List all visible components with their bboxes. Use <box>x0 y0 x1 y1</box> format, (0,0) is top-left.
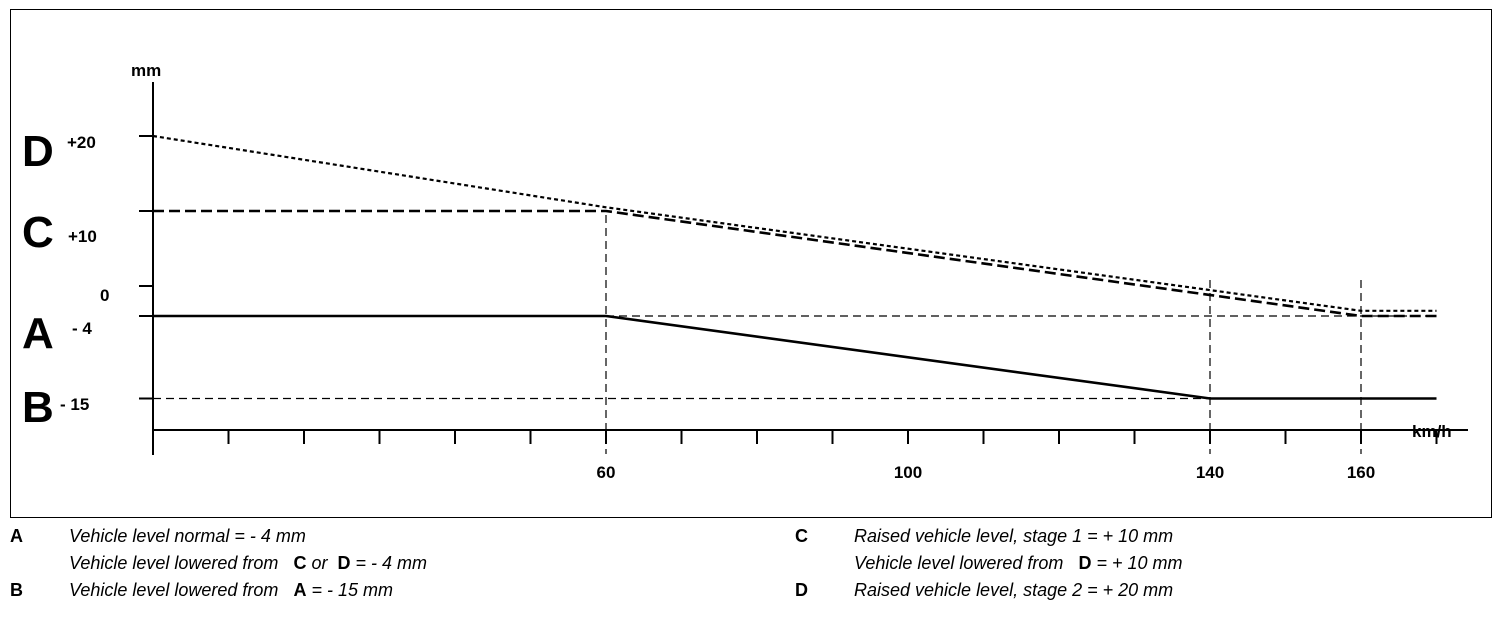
legend-key-A: A <box>10 526 23 546</box>
x-tick-label-60: 60 <box>597 463 616 482</box>
level-letter-A: A <box>22 309 54 358</box>
x-tick-label-140: 140 <box>1196 463 1224 482</box>
legend-text-D: Raised vehicle level, stage 2 = + 20 mm <box>854 580 1174 600</box>
legend-key-C: C <box>795 526 808 546</box>
level-letter-C: C <box>22 208 54 257</box>
legend-text-B: Vehicle level lowered from A = - 15 mm <box>69 580 393 600</box>
legend-right: C Raised vehicle level, stage 1 = + 10 mm… <box>795 524 1485 608</box>
x-axis-label: km/h <box>1412 422 1452 441</box>
level-value-label: - 15 <box>60 395 89 414</box>
series-line-dashed <box>153 209 1437 318</box>
level-value-label: +20 <box>67 133 96 152</box>
series-line-dotted <box>152 134 1437 312</box>
legend-key-B: B <box>10 580 23 600</box>
legend-text-A: Vehicle level lowered from C or D = - 4 … <box>69 553 427 573</box>
y-axis-label: mm <box>131 61 161 80</box>
level-letter-B: B <box>22 383 54 432</box>
legend-text-C: Raised vehicle level, stage 1 = + 10 mm <box>854 526 1174 546</box>
legend-left: A Vehicle level normal = - 4 mm Vehicle le… <box>10 524 770 608</box>
level-letter-D: D <box>22 127 54 176</box>
x-tick-label-100: 100 <box>894 463 922 482</box>
level-value-label: - 4 <box>72 319 92 338</box>
figure-frame <box>10 9 1492 518</box>
level-value-label: +10 <box>68 227 97 246</box>
legend-key-D: D <box>795 580 808 600</box>
series-line-solid <box>153 314 1437 400</box>
x-tick-label-160: 160 <box>1347 463 1375 482</box>
level-value-label: 0 <box>100 286 109 305</box>
legend-text-A: Vehicle level normal = - 4 mm <box>69 526 306 546</box>
legend-text-C: Vehicle level lowered from D = + 10 mm <box>854 553 1183 573</box>
